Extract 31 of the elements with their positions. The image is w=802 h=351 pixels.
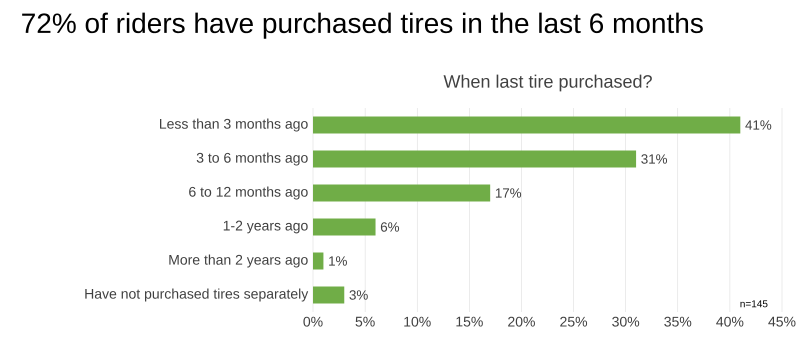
x-tick-label: 40% xyxy=(716,316,744,327)
bar xyxy=(313,184,490,202)
x-tick-label: 45% xyxy=(768,316,796,327)
x-tick-label: 5% xyxy=(356,316,375,327)
y-tick-label: Have not purchased tires separately xyxy=(85,288,308,302)
chart-subtitle: When last tire purchased? xyxy=(444,74,652,92)
x-tick-label: 10% xyxy=(404,316,431,327)
x-tick-label: 35% xyxy=(664,316,692,327)
x-tick-label: 30% xyxy=(612,316,640,327)
data-label: 6% xyxy=(380,222,400,232)
x-tick-label: 15% xyxy=(456,316,483,327)
annotation: n=145 xyxy=(740,300,768,308)
x-tick-label: 20% xyxy=(508,316,535,327)
x-tick-label: 0% xyxy=(303,316,323,327)
y-tick-label: Less than 3 months ago xyxy=(160,118,308,132)
y-tick-label: 3 to 6 months ago xyxy=(196,152,308,166)
data-label: 3% xyxy=(349,290,368,300)
data-label: 17% xyxy=(496,188,522,198)
bar xyxy=(313,218,376,236)
data-label: 41% xyxy=(745,120,772,130)
chart-title: 72% of riders have purchased tires in the last 6 months xyxy=(22,12,703,39)
bar xyxy=(313,150,636,168)
bar xyxy=(313,252,324,270)
y-tick-label: 1-2 years ago xyxy=(224,220,308,234)
x-tick-label: 25% xyxy=(560,316,588,327)
bar xyxy=(313,286,344,304)
data-label: 1% xyxy=(329,256,347,266)
data-label: 31% xyxy=(641,154,668,164)
y-tick-label: 6 to 12 months ago xyxy=(189,186,308,200)
bar xyxy=(313,116,740,134)
y-tick-label: More than 2 years ago xyxy=(169,254,308,268)
